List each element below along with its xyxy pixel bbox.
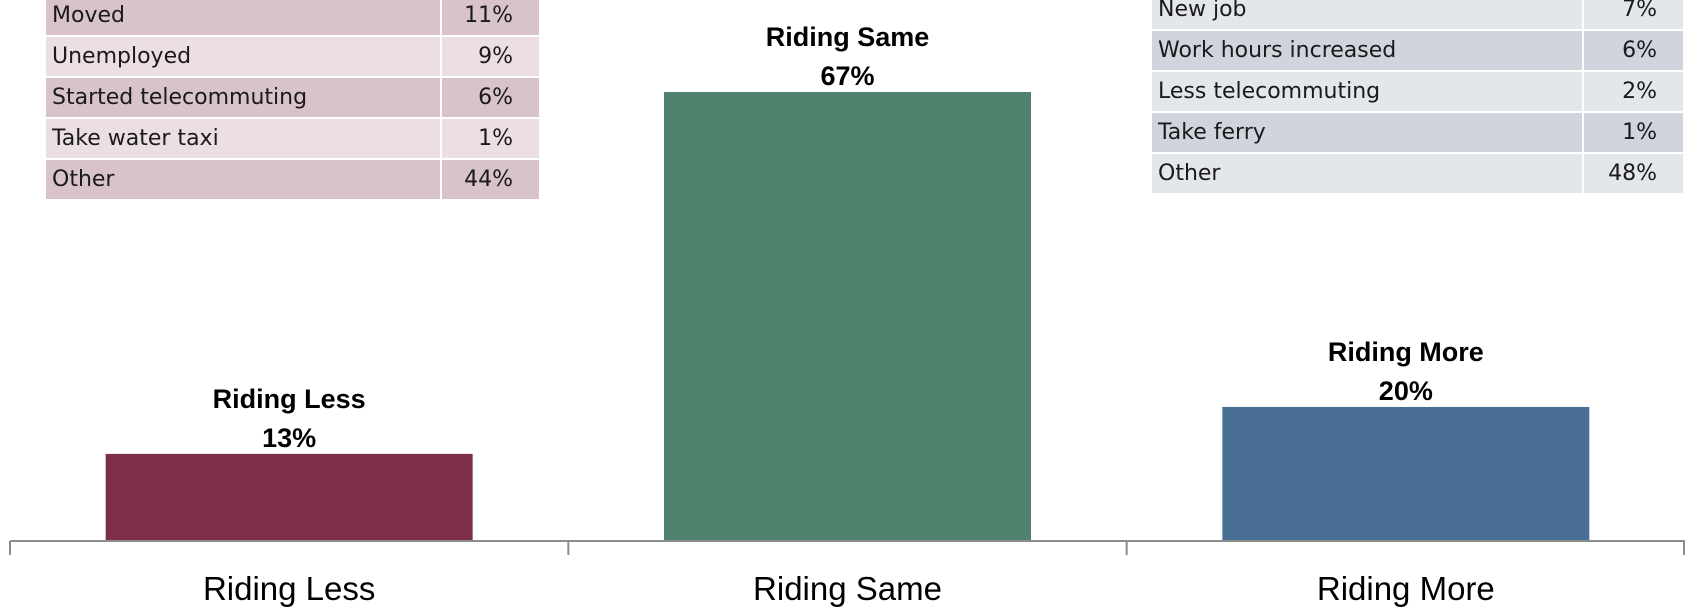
data-label-name: Riding Same	[766, 22, 930, 52]
bar-riding-more	[1222, 406, 1590, 541]
reason-percent: 44%	[440, 158, 541, 201]
table-row: Other 44%	[44, 158, 541, 201]
reason-label: Less telecommuting	[1150, 70, 1584, 113]
table-row: Other 48%	[1150, 152, 1685, 195]
table-row: Take water taxi 1%	[44, 117, 541, 160]
table-row: Moved 11%	[44, 0, 541, 37]
reason-percent: 7%	[1582, 0, 1685, 31]
table-row: Less telecommuting 2%	[1150, 70, 1685, 113]
table-row: New job 7%	[1150, 0, 1685, 31]
riding-less-reasons-table: Moved 11% Unemployed 9% Started telecomm…	[44, 0, 541, 201]
reason-percent: 1%	[1582, 111, 1685, 154]
reason-label: Other	[44, 158, 442, 201]
reason-label: Work hours increased	[1150, 29, 1584, 72]
data-label-name: Riding Less	[213, 384, 366, 414]
reason-label: Unemployed	[44, 35, 442, 78]
table-row: Work hours increased 6%	[1150, 29, 1685, 72]
reason-label: Take water taxi	[44, 117, 442, 160]
data-label-name: Riding More	[1328, 337, 1484, 367]
bar-riding-less	[105, 453, 473, 541]
reason-percent: 2%	[1582, 70, 1685, 113]
table-row: Unemployed 9%	[44, 35, 541, 78]
data-label-value: 67%	[820, 61, 874, 91]
data-label-value: 20%	[1379, 376, 1433, 406]
reason-percent: 11%	[440, 0, 541, 37]
x-tick-label: Riding Less	[203, 570, 375, 607]
reason-label: Other	[1150, 152, 1584, 195]
x-tick-label: Riding More	[1317, 570, 1495, 607]
reason-percent: 9%	[440, 35, 541, 78]
reason-label: Moved	[44, 0, 442, 37]
reason-label: New job	[1150, 0, 1584, 31]
reason-percent: 6%	[1582, 29, 1685, 72]
data-label-value: 13%	[262, 423, 316, 453]
reason-percent: 6%	[440, 76, 541, 119]
riding-more-reasons-table: New job 7% Work hours increased 6% Less …	[1150, 0, 1685, 195]
table-row: Take ferry 1%	[1150, 111, 1685, 154]
table-row: Started telecommuting 6%	[44, 76, 541, 119]
x-tick-label: Riding Same	[753, 570, 942, 607]
reason-percent: 1%	[440, 117, 541, 160]
reason-percent: 48%	[1582, 152, 1685, 195]
reason-label: Started telecommuting	[44, 76, 442, 119]
reason-label: Take ferry	[1150, 111, 1584, 154]
bar-riding-same	[664, 92, 1031, 541]
